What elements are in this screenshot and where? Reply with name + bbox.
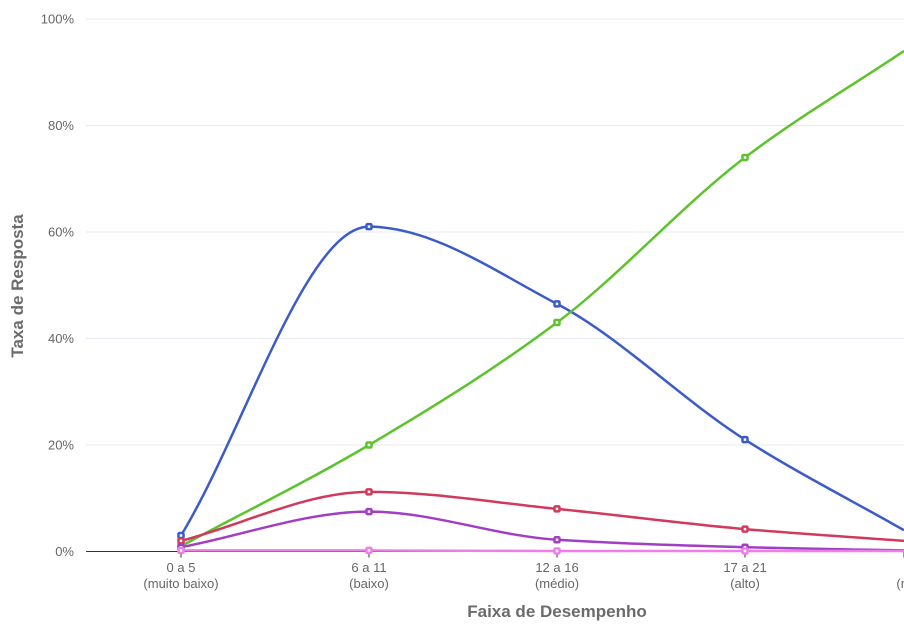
x-tick-label: 6 a 11 <box>351 560 386 575</box>
data-point[interactable] <box>741 525 749 533</box>
series-line-3 <box>180 490 904 543</box>
y-axis-title: Taxa de Resposta <box>8 214 27 358</box>
x-tick-sublabel: (alto) <box>730 576 760 591</box>
grid-lines <box>86 18 904 446</box>
data-point[interactable] <box>553 505 561 513</box>
series-line-5 <box>180 549 904 553</box>
x-tick-label: 12 a 16 <box>535 560 578 575</box>
data-point[interactable] <box>365 441 373 449</box>
data-point[interactable] <box>741 547 749 555</box>
y-tick-label: 100% <box>41 12 75 27</box>
data-point[interactable] <box>365 507 373 516</box>
data-point[interactable] <box>553 547 561 555</box>
data-point[interactable] <box>177 537 185 545</box>
y-tick-label: 60% <box>48 225 74 240</box>
y-tick-label: 20% <box>48 438 74 453</box>
y-tick-label: 40% <box>48 331 74 346</box>
series-line-1 <box>179 225 904 537</box>
x-tick-sublabel: (baixo) <box>349 576 389 591</box>
x-tick-sublabel: (médio) <box>535 576 579 591</box>
data-point[interactable] <box>553 300 561 308</box>
data-point[interactable] <box>365 222 373 231</box>
x-tick-sublabel: (m <box>896 576 904 591</box>
y-tick-label: 0% <box>55 544 74 559</box>
data-point[interactable] <box>365 546 373 555</box>
data-point[interactable] <box>365 488 373 496</box>
x-tick-label: 17 a 21 <box>723 560 766 575</box>
data-point[interactable] <box>553 536 561 544</box>
data-point[interactable] <box>741 435 749 444</box>
x-tick-sublabel: (muito baixo) <box>143 576 218 591</box>
x-axis-title: Faixa de Desempenho <box>467 602 647 621</box>
y-axis-ticks: 0% 20% 40% 60% 80% 100% <box>41 12 75 560</box>
x-tick-label: 0 a 5 <box>167 560 196 575</box>
series-line-4 <box>180 510 904 552</box>
y-tick-label: 80% <box>48 118 74 133</box>
data-point[interactable] <box>553 318 561 327</box>
series-markers <box>177 153 749 555</box>
data-point[interactable] <box>741 153 749 162</box>
data-point[interactable] <box>177 546 185 555</box>
x-axis-ticks: 0 a 5(muito baixo)6 a 11(baixo)12 a 16(m… <box>143 551 904 591</box>
